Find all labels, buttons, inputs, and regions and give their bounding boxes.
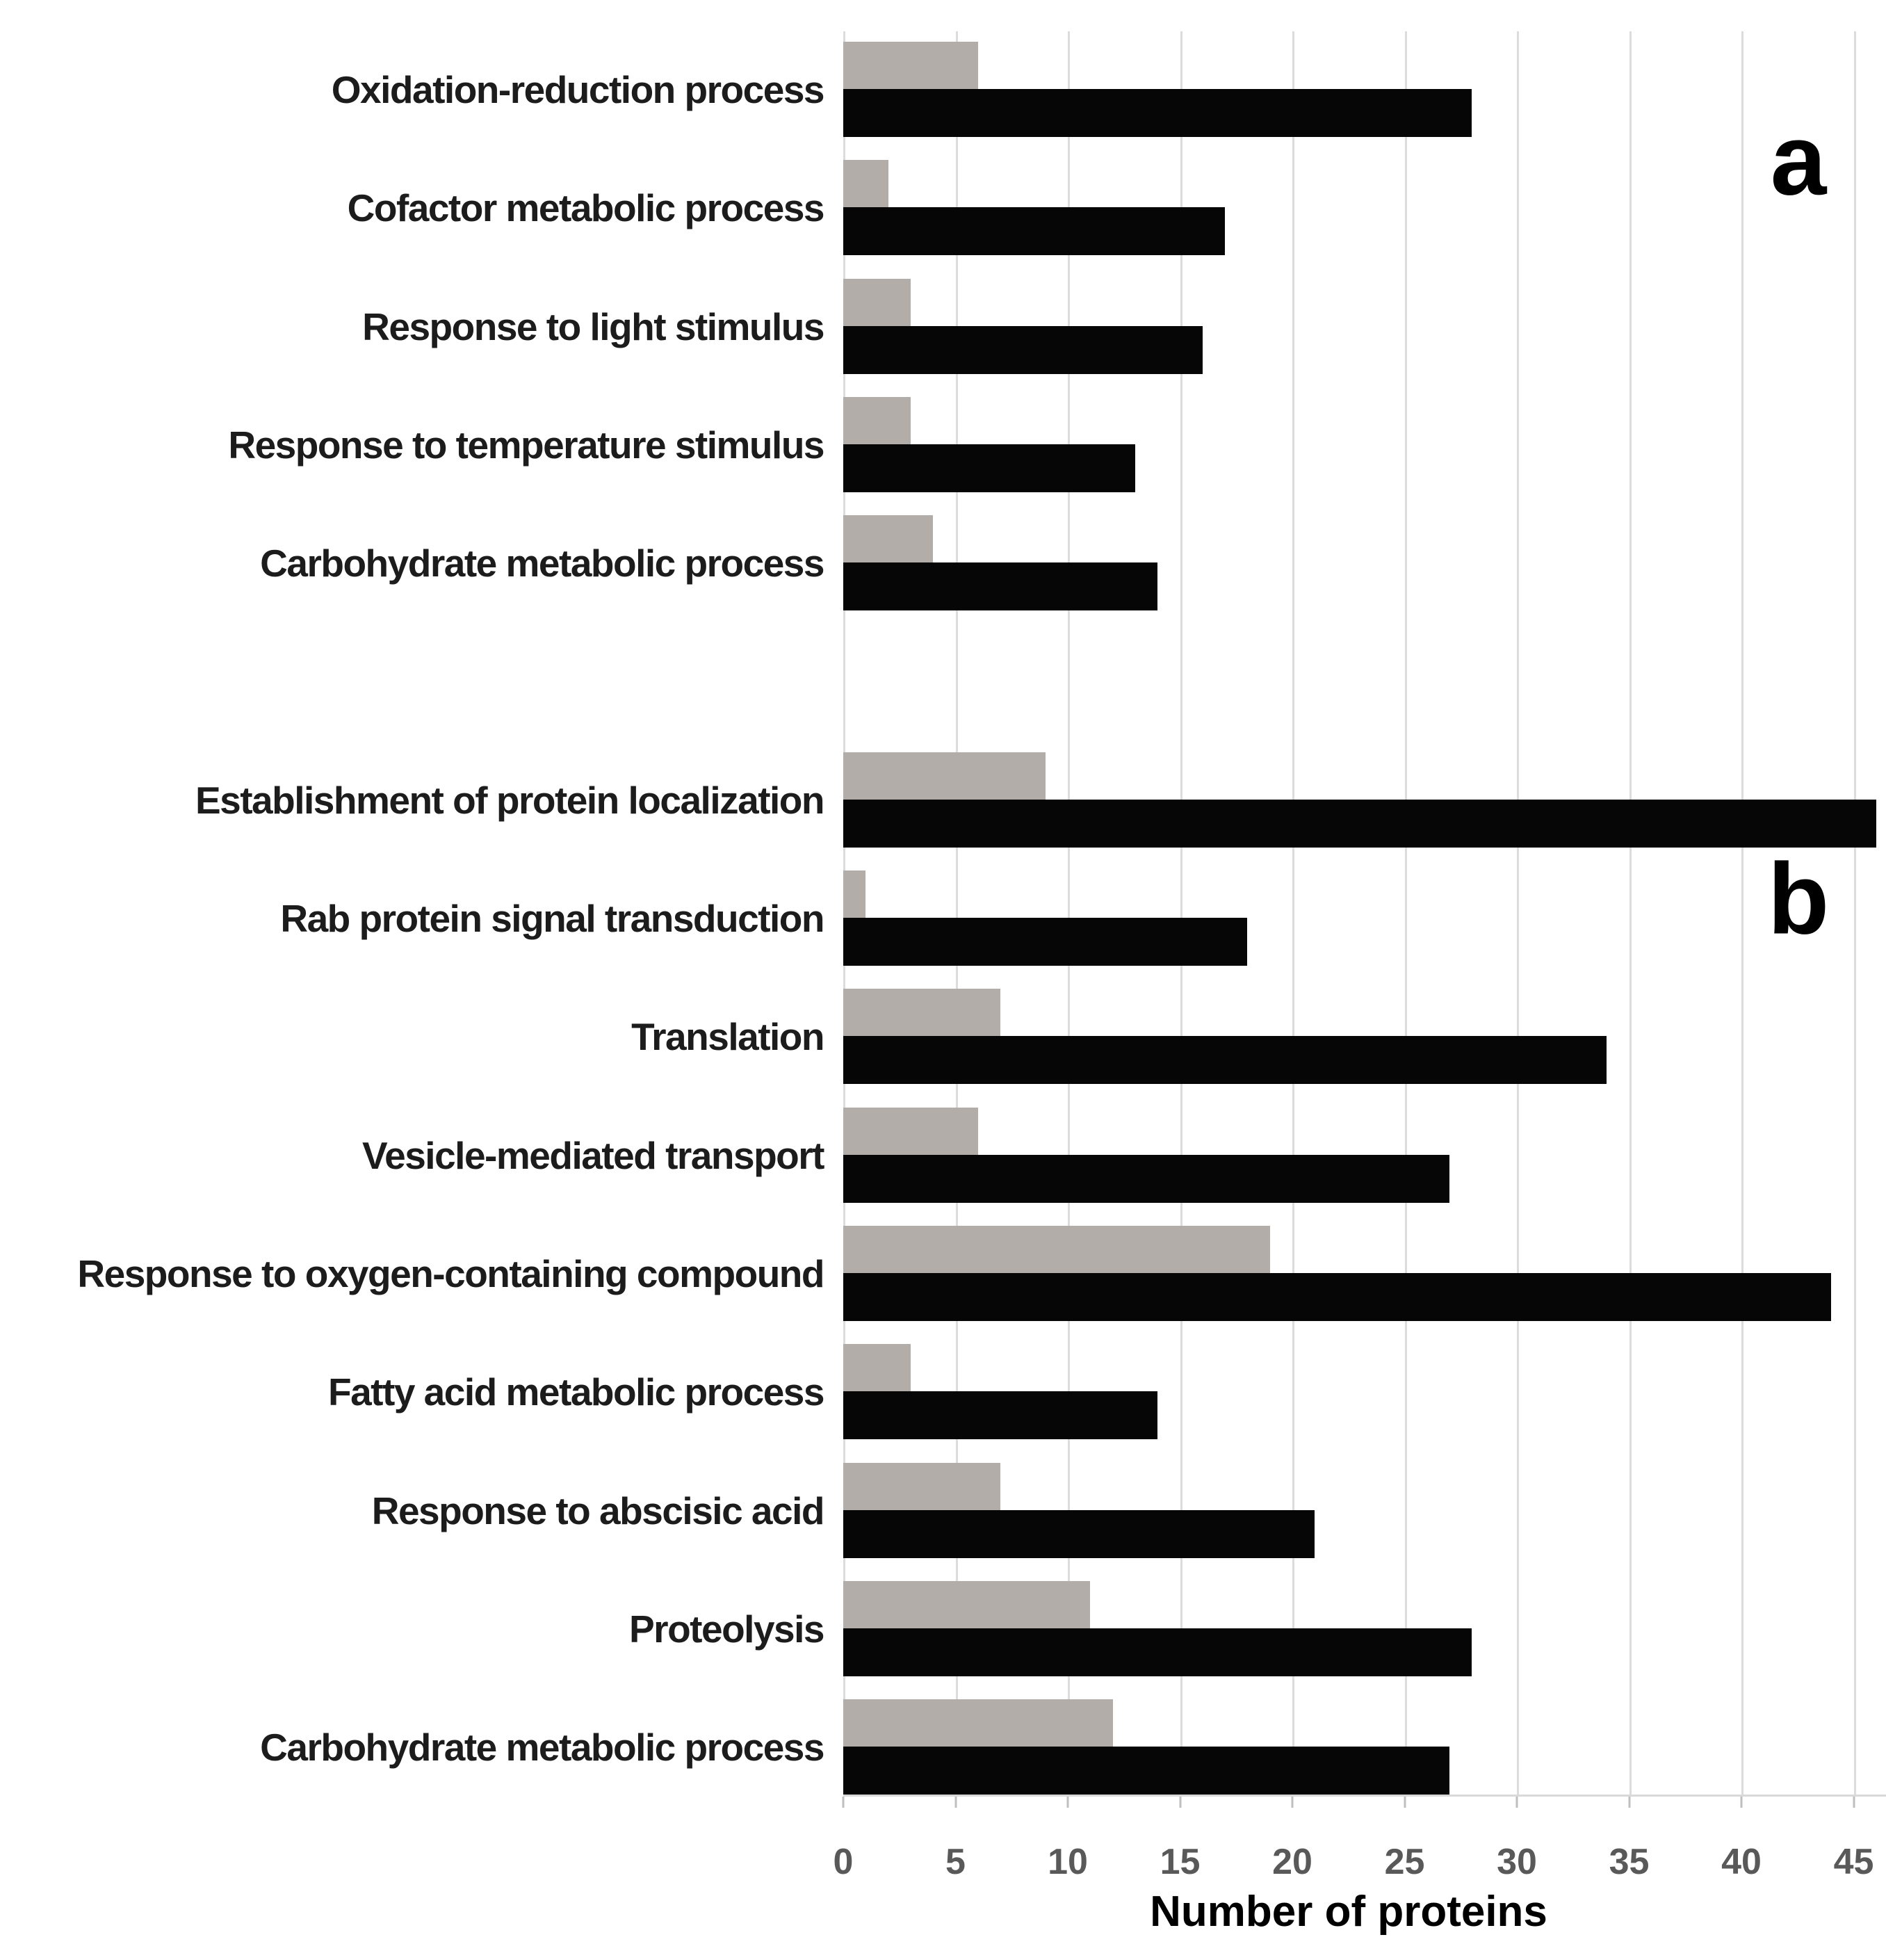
- category-label: Carbohydrate metabolic process: [260, 1726, 824, 1769]
- gridline-15: [1180, 31, 1182, 1795]
- gray-bar: [843, 515, 934, 563]
- black-bar: [843, 325, 1203, 374]
- black-bar: [843, 1391, 1158, 1440]
- tick-label-15: 15: [1160, 1842, 1201, 1882]
- tick-label-35: 35: [1609, 1842, 1650, 1882]
- category-label: Response to light stimulus: [362, 305, 824, 348]
- gridline-35: [1629, 31, 1632, 1795]
- category-label: Response to oxygen-containing compound: [77, 1252, 824, 1295]
- gridline-25: [1404, 31, 1407, 1795]
- tick-label-0: 0: [833, 1842, 854, 1882]
- category-label: Cofactor metabolic process: [347, 186, 825, 230]
- tick-mark-0: [842, 1797, 845, 1808]
- tick-mark-25: [1404, 1797, 1406, 1808]
- black-bar: [843, 1509, 1315, 1558]
- tick-mark-30: [1515, 1797, 1518, 1808]
- category-label: Vesicle-mediated transport: [361, 1133, 825, 1177]
- category-label: Carbohydrate metabolic process: [260, 542, 824, 585]
- x-axis-line: [843, 1795, 1886, 1797]
- category-label: Rab protein signal transduction: [280, 897, 824, 941]
- black-bar: [843, 1154, 1450, 1203]
- gray-bar: [843, 1226, 1270, 1273]
- gray-bar: [843, 752, 1046, 800]
- black-bar: [843, 562, 1158, 611]
- gray-bar: [843, 160, 888, 208]
- black-bar: [843, 918, 1248, 966]
- gray-bar: [843, 278, 911, 326]
- gridline-40: [1741, 31, 1743, 1795]
- tick-mark-45: [1853, 1797, 1855, 1808]
- tick-label-40: 40: [1721, 1842, 1762, 1882]
- panel-label-a: a: [1770, 103, 1827, 216]
- gray-bar: [843, 42, 978, 89]
- tick-mark-35: [1628, 1797, 1630, 1808]
- category-label: Response to temperature stimulus: [228, 423, 824, 467]
- gray-bar: [843, 1107, 978, 1155]
- category-label: Fatty acid metabolic process: [328, 1370, 825, 1414]
- plot-area: [843, 31, 1886, 1795]
- black-bar: [843, 444, 1135, 492]
- gray-bar: [843, 1462, 1001, 1510]
- black-bar: [843, 207, 1226, 256]
- tick-mark-10: [1066, 1797, 1069, 1808]
- gridline-10: [1068, 31, 1070, 1795]
- category-label: Translation: [631, 1015, 824, 1059]
- gray-bar: [843, 1580, 1091, 1628]
- category-label: Establishment of protein localization: [195, 778, 825, 822]
- gridline-20: [1292, 31, 1294, 1795]
- gray-bar: [843, 1344, 911, 1392]
- tick-label-20: 20: [1272, 1842, 1312, 1882]
- tick-mark-20: [1291, 1797, 1294, 1808]
- tick-mark-5: [954, 1797, 957, 1808]
- tick-label-45: 45: [1833, 1842, 1874, 1882]
- x-axis-title: Number of proteins: [1150, 1888, 1547, 1936]
- black-bar: [843, 1273, 1832, 1321]
- black-bar: [843, 1628, 1472, 1676]
- tick-label-5: 5: [945, 1842, 966, 1882]
- gray-bar: [843, 989, 1001, 1037]
- category-label: Proteolysis: [628, 1607, 825, 1651]
- category-label: Response to abscisic acid: [371, 1489, 825, 1532]
- gridline-45: [1853, 31, 1856, 1795]
- category-label: Oxidation-reduction process: [331, 68, 825, 111]
- panel-label-b: b: [1767, 842, 1830, 955]
- gray-bar: [843, 870, 866, 918]
- gray-bar: [843, 1699, 1113, 1747]
- gridline-5: [955, 31, 958, 1795]
- black-bar: [843, 1747, 1450, 1795]
- gray-bar: [843, 396, 911, 444]
- tick-label-25: 25: [1384, 1842, 1425, 1882]
- tick-mark-40: [1740, 1797, 1743, 1808]
- gridline-30: [1517, 31, 1519, 1795]
- tick-mark-15: [1179, 1797, 1181, 1808]
- black-bar: [843, 1036, 1607, 1085]
- tick-label-10: 10: [1048, 1842, 1088, 1882]
- black-bar: [843, 89, 1472, 137]
- tick-label-30: 30: [1497, 1842, 1537, 1882]
- black-bar: [843, 799, 1876, 848]
